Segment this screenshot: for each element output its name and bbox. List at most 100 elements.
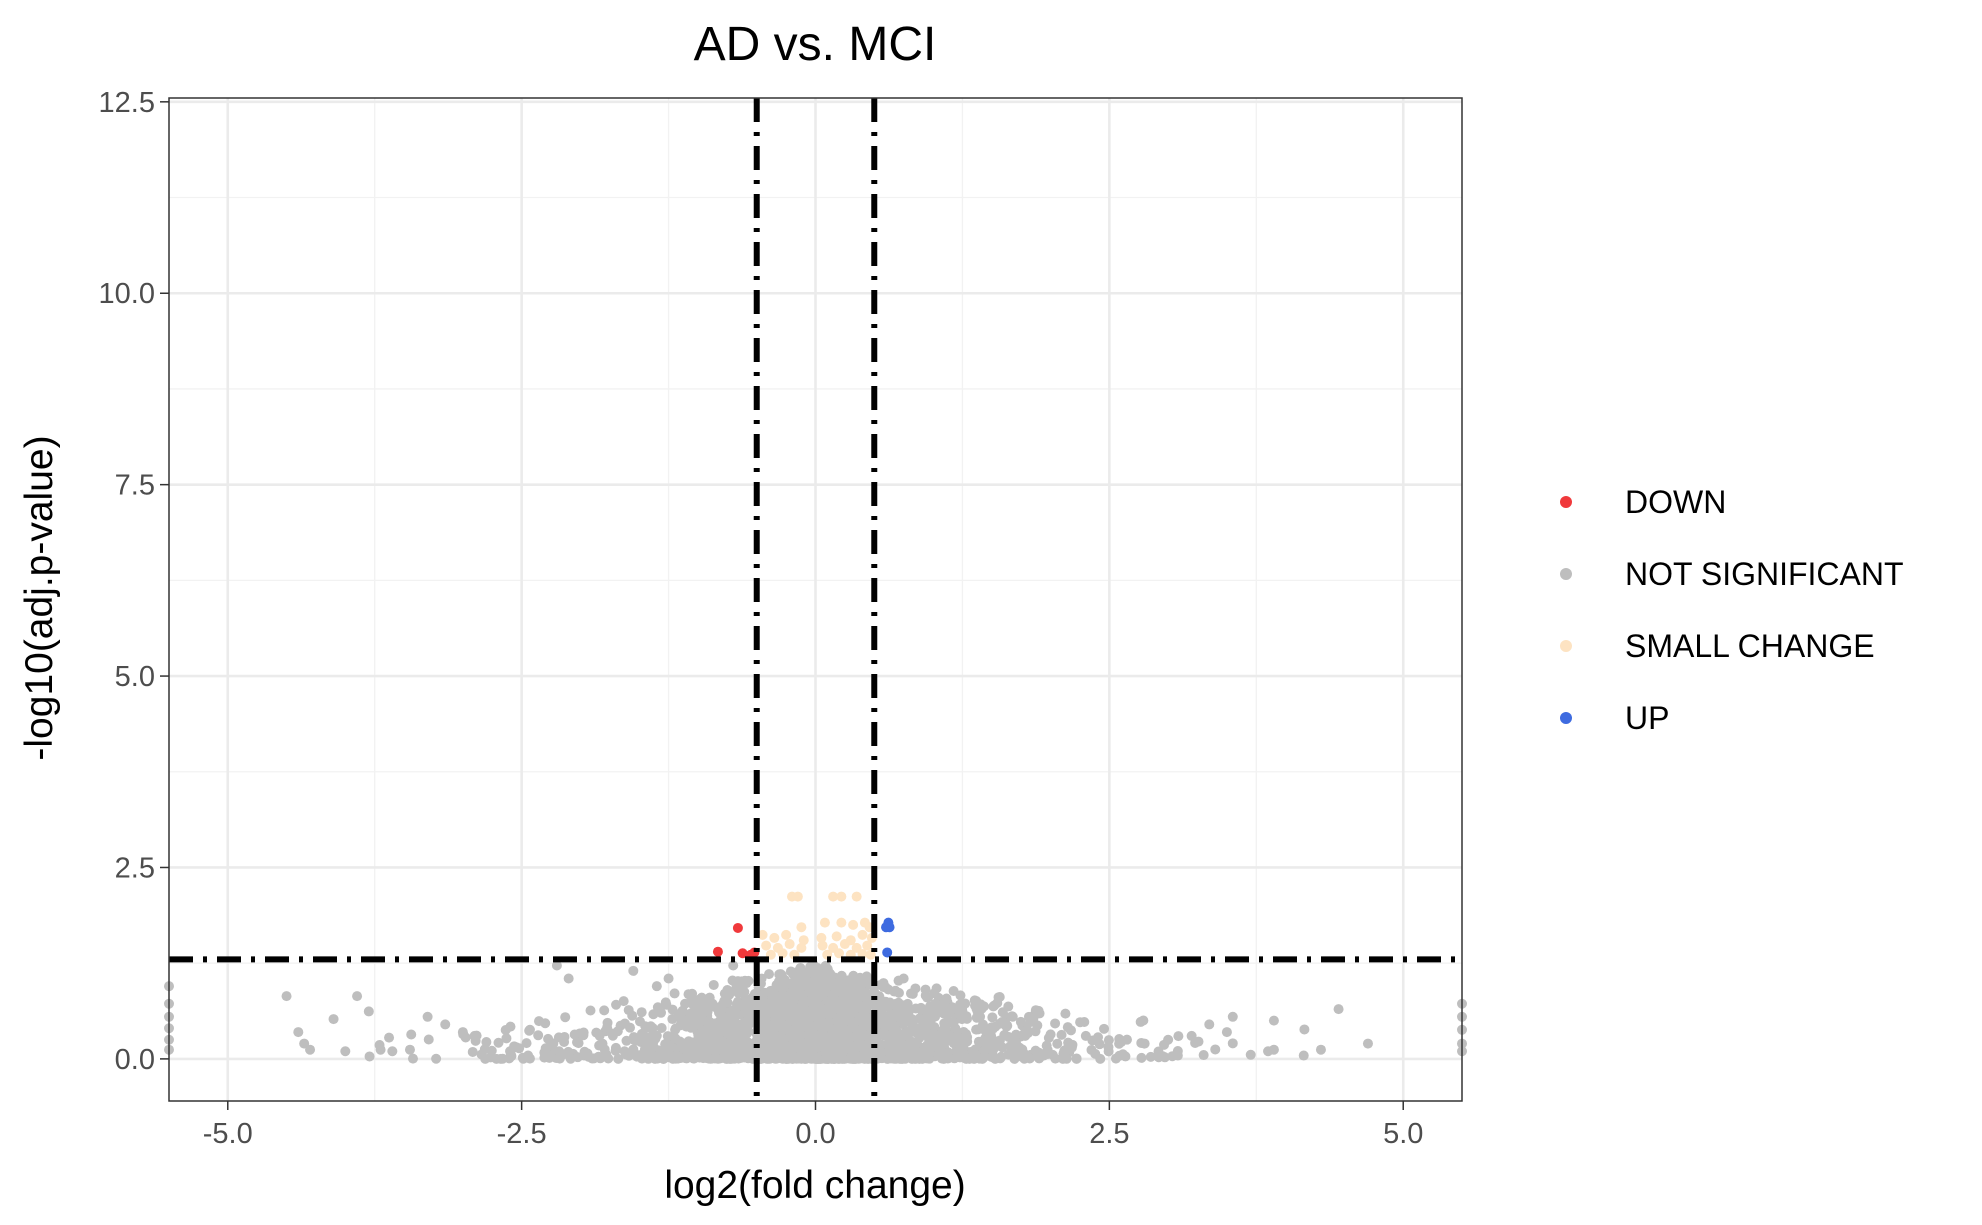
point-not-significant	[894, 1028, 905, 1039]
point-not-significant	[553, 1032, 564, 1043]
point-small-change	[836, 917, 847, 928]
point-not-significant	[861, 971, 872, 982]
point-not-significant	[849, 991, 860, 1002]
point-not-significant	[811, 977, 822, 988]
point-not-significant	[540, 1018, 551, 1029]
point-not-significant	[796, 991, 807, 1002]
point-not-significant	[959, 1053, 970, 1064]
point-not-significant	[1198, 1050, 1209, 1061]
x-axis-title: log2(fold change)	[664, 1164, 965, 1207]
point-down	[732, 922, 743, 933]
legend-label: DOWN	[1625, 484, 1726, 520]
point-not-significant	[734, 1032, 745, 1043]
point-not-significant	[998, 1017, 1009, 1028]
point-not-significant	[834, 1003, 845, 1014]
point-not-significant	[364, 1051, 375, 1062]
point-not-significant	[705, 1027, 716, 1038]
point-not-significant	[1103, 1035, 1114, 1046]
point-not-significant	[406, 1029, 417, 1040]
point-not-significant	[1173, 1031, 1184, 1042]
point-not-significant	[573, 1038, 584, 1049]
point-not-significant	[662, 1031, 673, 1042]
point-not-significant	[829, 995, 840, 1006]
y-tick-label: 12.5	[99, 87, 155, 119]
point-not-significant	[786, 1033, 797, 1044]
point-not-significant	[1067, 1039, 1078, 1050]
point-not-significant	[628, 965, 639, 976]
point-not-significant	[485, 1052, 496, 1063]
point-not-significant	[920, 1022, 931, 1033]
point-not-significant	[929, 988, 940, 999]
point-not-significant	[613, 1053, 624, 1064]
point-not-significant	[775, 993, 786, 1004]
point-not-significant	[667, 1053, 678, 1064]
legend: DOWN NOT SIGNIFICANT SMALL CHANGE UP	[1560, 484, 1904, 736]
point-not-significant	[917, 1004, 928, 1015]
point-not-significant	[977, 1019, 988, 1030]
point-not-significant	[524, 1025, 535, 1036]
point-not-significant	[648, 1038, 659, 1049]
legend-key	[1560, 568, 1572, 580]
point-not-significant	[340, 1046, 351, 1057]
point-not-significant	[1015, 1016, 1026, 1027]
point-not-significant	[799, 1011, 810, 1022]
point-not-significant	[896, 1049, 907, 1060]
point-not-significant	[881, 1031, 892, 1042]
point-not-significant	[1024, 1053, 1035, 1064]
point-not-significant	[986, 1030, 997, 1041]
point-not-significant	[1093, 1032, 1104, 1043]
point-not-significant	[848, 1000, 859, 1011]
point-not-significant	[923, 1053, 934, 1064]
point-not-significant	[911, 1023, 922, 1034]
point-not-significant	[422, 1011, 433, 1022]
point-not-significant	[1052, 1038, 1063, 1049]
point-not-significant	[687, 988, 698, 999]
point-not-significant	[618, 996, 629, 1007]
point-small-change	[862, 940, 873, 951]
point-not-significant	[1030, 1026, 1041, 1037]
point-not-significant	[939, 996, 950, 1007]
point-small-change	[851, 891, 862, 902]
point-not-significant	[790, 973, 801, 984]
point-not-significant	[687, 996, 698, 1007]
point-not-significant	[764, 969, 775, 980]
point-not-significant	[457, 1027, 468, 1038]
point-not-significant	[467, 1046, 478, 1057]
point-not-significant	[820, 1053, 831, 1064]
point-not-significant	[1193, 1036, 1204, 1047]
point-not-significant	[957, 1006, 968, 1017]
point-not-significant	[803, 1030, 814, 1041]
point-not-significant	[996, 1051, 1007, 1062]
point-not-significant	[1071, 1053, 1082, 1064]
point-not-significant	[623, 1005, 634, 1016]
y-axis-title: -log10(adj.p-value)	[18, 435, 61, 760]
point-not-significant	[728, 960, 739, 971]
point-not-significant	[543, 1033, 554, 1044]
point-not-significant	[845, 1053, 856, 1064]
point-not-significant	[827, 1036, 838, 1047]
point-not-significant	[978, 1053, 989, 1064]
point-not-significant	[1221, 1027, 1232, 1038]
point-not-significant	[1099, 1023, 1110, 1034]
point-not-significant	[493, 1037, 504, 1048]
point-not-significant	[804, 996, 815, 1007]
x-tick-label: 5.0	[1383, 1118, 1423, 1150]
y-tick-label: 7.5	[115, 470, 155, 502]
point-not-significant	[363, 1006, 374, 1017]
point-not-significant	[936, 1040, 947, 1051]
point-small-change	[828, 891, 839, 902]
point-not-significant	[481, 1037, 492, 1048]
point-not-significant	[696, 992, 707, 1003]
point-not-significant	[1050, 1018, 1061, 1029]
major-gridlines	[169, 98, 1462, 1101]
x-tick-label: -5.0	[203, 1118, 253, 1150]
point-small-change	[796, 942, 807, 953]
point-not-significant	[878, 978, 889, 989]
point-not-significant	[594, 1030, 605, 1041]
point-not-significant	[551, 960, 562, 971]
point-small-change	[796, 922, 807, 933]
point-not-significant	[1034, 1008, 1045, 1019]
point-not-significant	[696, 1008, 707, 1019]
point-not-significant	[669, 988, 680, 999]
point-not-significant	[1333, 1004, 1344, 1015]
